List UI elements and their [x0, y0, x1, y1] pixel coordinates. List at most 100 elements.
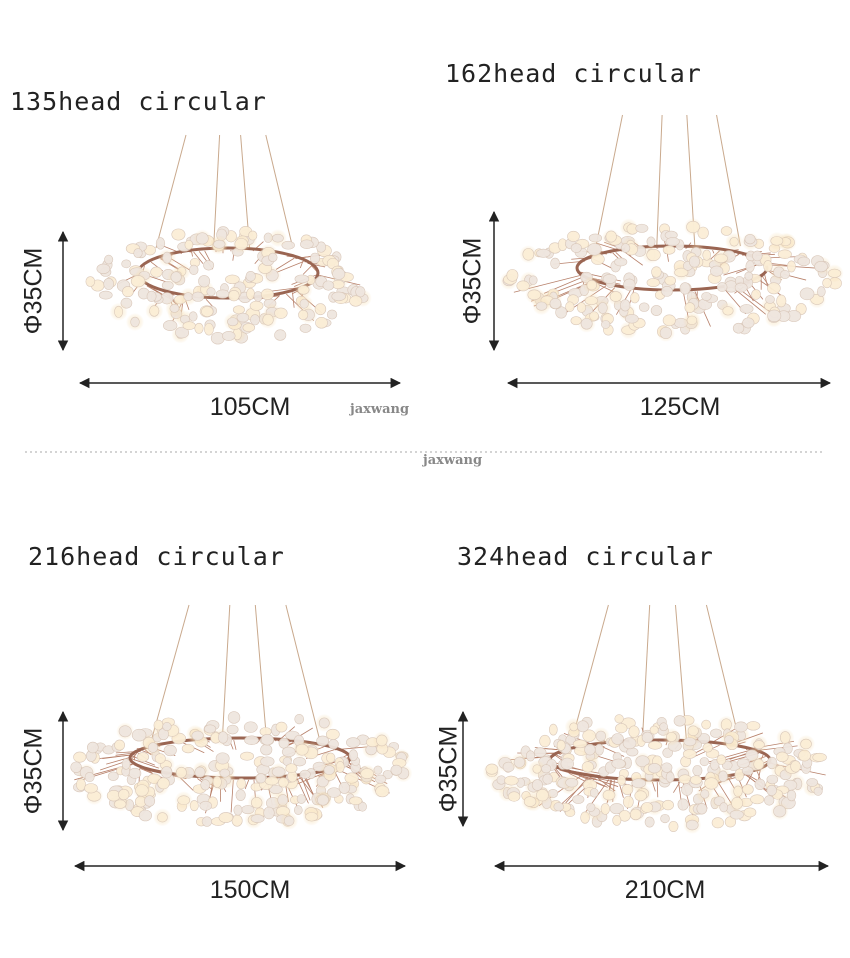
- leaf: [170, 271, 182, 283]
- leaf: [532, 764, 542, 774]
- leaf: [623, 278, 636, 291]
- leaf: [661, 286, 673, 297]
- leaf: [664, 275, 677, 286]
- leaf: [157, 812, 168, 823]
- leaf: [621, 783, 634, 795]
- chandelier-art: [70, 114, 844, 834]
- leaf: [508, 791, 521, 802]
- wire: [595, 114, 623, 247]
- leaf: [766, 784, 777, 796]
- leaf: [144, 795, 156, 807]
- leaf: [245, 270, 256, 282]
- leaf: [121, 758, 131, 770]
- leaf: [212, 775, 222, 789]
- leaf: [525, 750, 536, 762]
- leaf: [213, 239, 226, 249]
- branch: [299, 261, 304, 269]
- leaf: [586, 279, 597, 291]
- leaf: [722, 306, 734, 316]
- leaf: [647, 763, 661, 774]
- chandelier: [85, 134, 372, 345]
- leaf: [581, 761, 594, 773]
- leaf: [318, 717, 330, 729]
- leaf: [262, 313, 274, 326]
- leaf: [750, 794, 765, 805]
- leaf: [612, 815, 622, 826]
- leaf: [358, 801, 367, 812]
- leaf: [226, 724, 239, 735]
- leaf: [541, 764, 552, 774]
- width-label: 105CM: [210, 393, 291, 421]
- leaf: [348, 749, 358, 762]
- leaf: [194, 322, 204, 334]
- leaf: [813, 786, 823, 796]
- leaf: [234, 238, 248, 251]
- leaf: [690, 775, 703, 785]
- leaf: [250, 797, 263, 809]
- leaf: [800, 738, 812, 750]
- leaf: [295, 743, 309, 756]
- height-label: Φ35CM: [435, 726, 463, 813]
- leaf: [799, 287, 815, 301]
- leaf: [701, 719, 711, 730]
- leaf: [215, 289, 230, 299]
- leaf: [130, 316, 140, 328]
- leaf: [560, 757, 574, 770]
- leaf: [181, 743, 195, 754]
- leaf: [299, 323, 312, 333]
- leaf: [70, 761, 82, 773]
- leaf: [710, 728, 723, 738]
- leaf: [638, 302, 650, 312]
- leaf: [681, 783, 693, 796]
- leaf: [716, 282, 728, 292]
- leaf: [729, 237, 739, 247]
- leaf: [714, 253, 728, 264]
- leaf: [605, 230, 617, 243]
- leaf: [114, 739, 125, 751]
- leaf: [236, 312, 250, 323]
- leaf: [594, 743, 604, 756]
- branch: [302, 265, 312, 275]
- leaf: [754, 778, 766, 791]
- leaf: [374, 774, 387, 784]
- leaf: [531, 779, 543, 791]
- leaf: [584, 743, 596, 756]
- leaf: [485, 763, 499, 775]
- width-label: 150CM: [210, 876, 291, 904]
- leaf: [744, 234, 756, 245]
- leaf: [294, 274, 310, 284]
- width-label: 125CM: [640, 393, 721, 421]
- leaf: [355, 286, 366, 298]
- leaf: [720, 226, 733, 236]
- leaf: [268, 252, 278, 263]
- height-label: Φ35CM: [20, 728, 48, 815]
- leaf: [87, 741, 99, 754]
- leaf: [595, 730, 607, 742]
- leaf: [660, 813, 670, 824]
- branch: [275, 740, 277, 742]
- branch: [301, 776, 311, 801]
- leaf: [147, 742, 159, 753]
- height-label: Φ35CM: [20, 248, 48, 335]
- leaf: [684, 302, 696, 314]
- wire: [213, 134, 221, 249]
- leaf: [260, 744, 273, 756]
- leaf: [662, 799, 674, 811]
- chandelier: [70, 604, 413, 830]
- leaf: [206, 287, 216, 297]
- watermark: jaxwang: [422, 453, 482, 468]
- leaf: [122, 286, 134, 298]
- leaf: [702, 249, 712, 261]
- leaf: [567, 230, 580, 242]
- leaf: [360, 768, 374, 780]
- leaf: [118, 725, 132, 738]
- leaf: [246, 287, 255, 300]
- leaf: [513, 756, 526, 768]
- leaf: [710, 265, 724, 277]
- leaf: [572, 739, 588, 749]
- leaf: [228, 289, 240, 302]
- leaf: [731, 797, 743, 810]
- panel-title: 216head circular: [28, 542, 285, 571]
- leaf: [661, 762, 673, 773]
- leaf: [600, 803, 610, 815]
